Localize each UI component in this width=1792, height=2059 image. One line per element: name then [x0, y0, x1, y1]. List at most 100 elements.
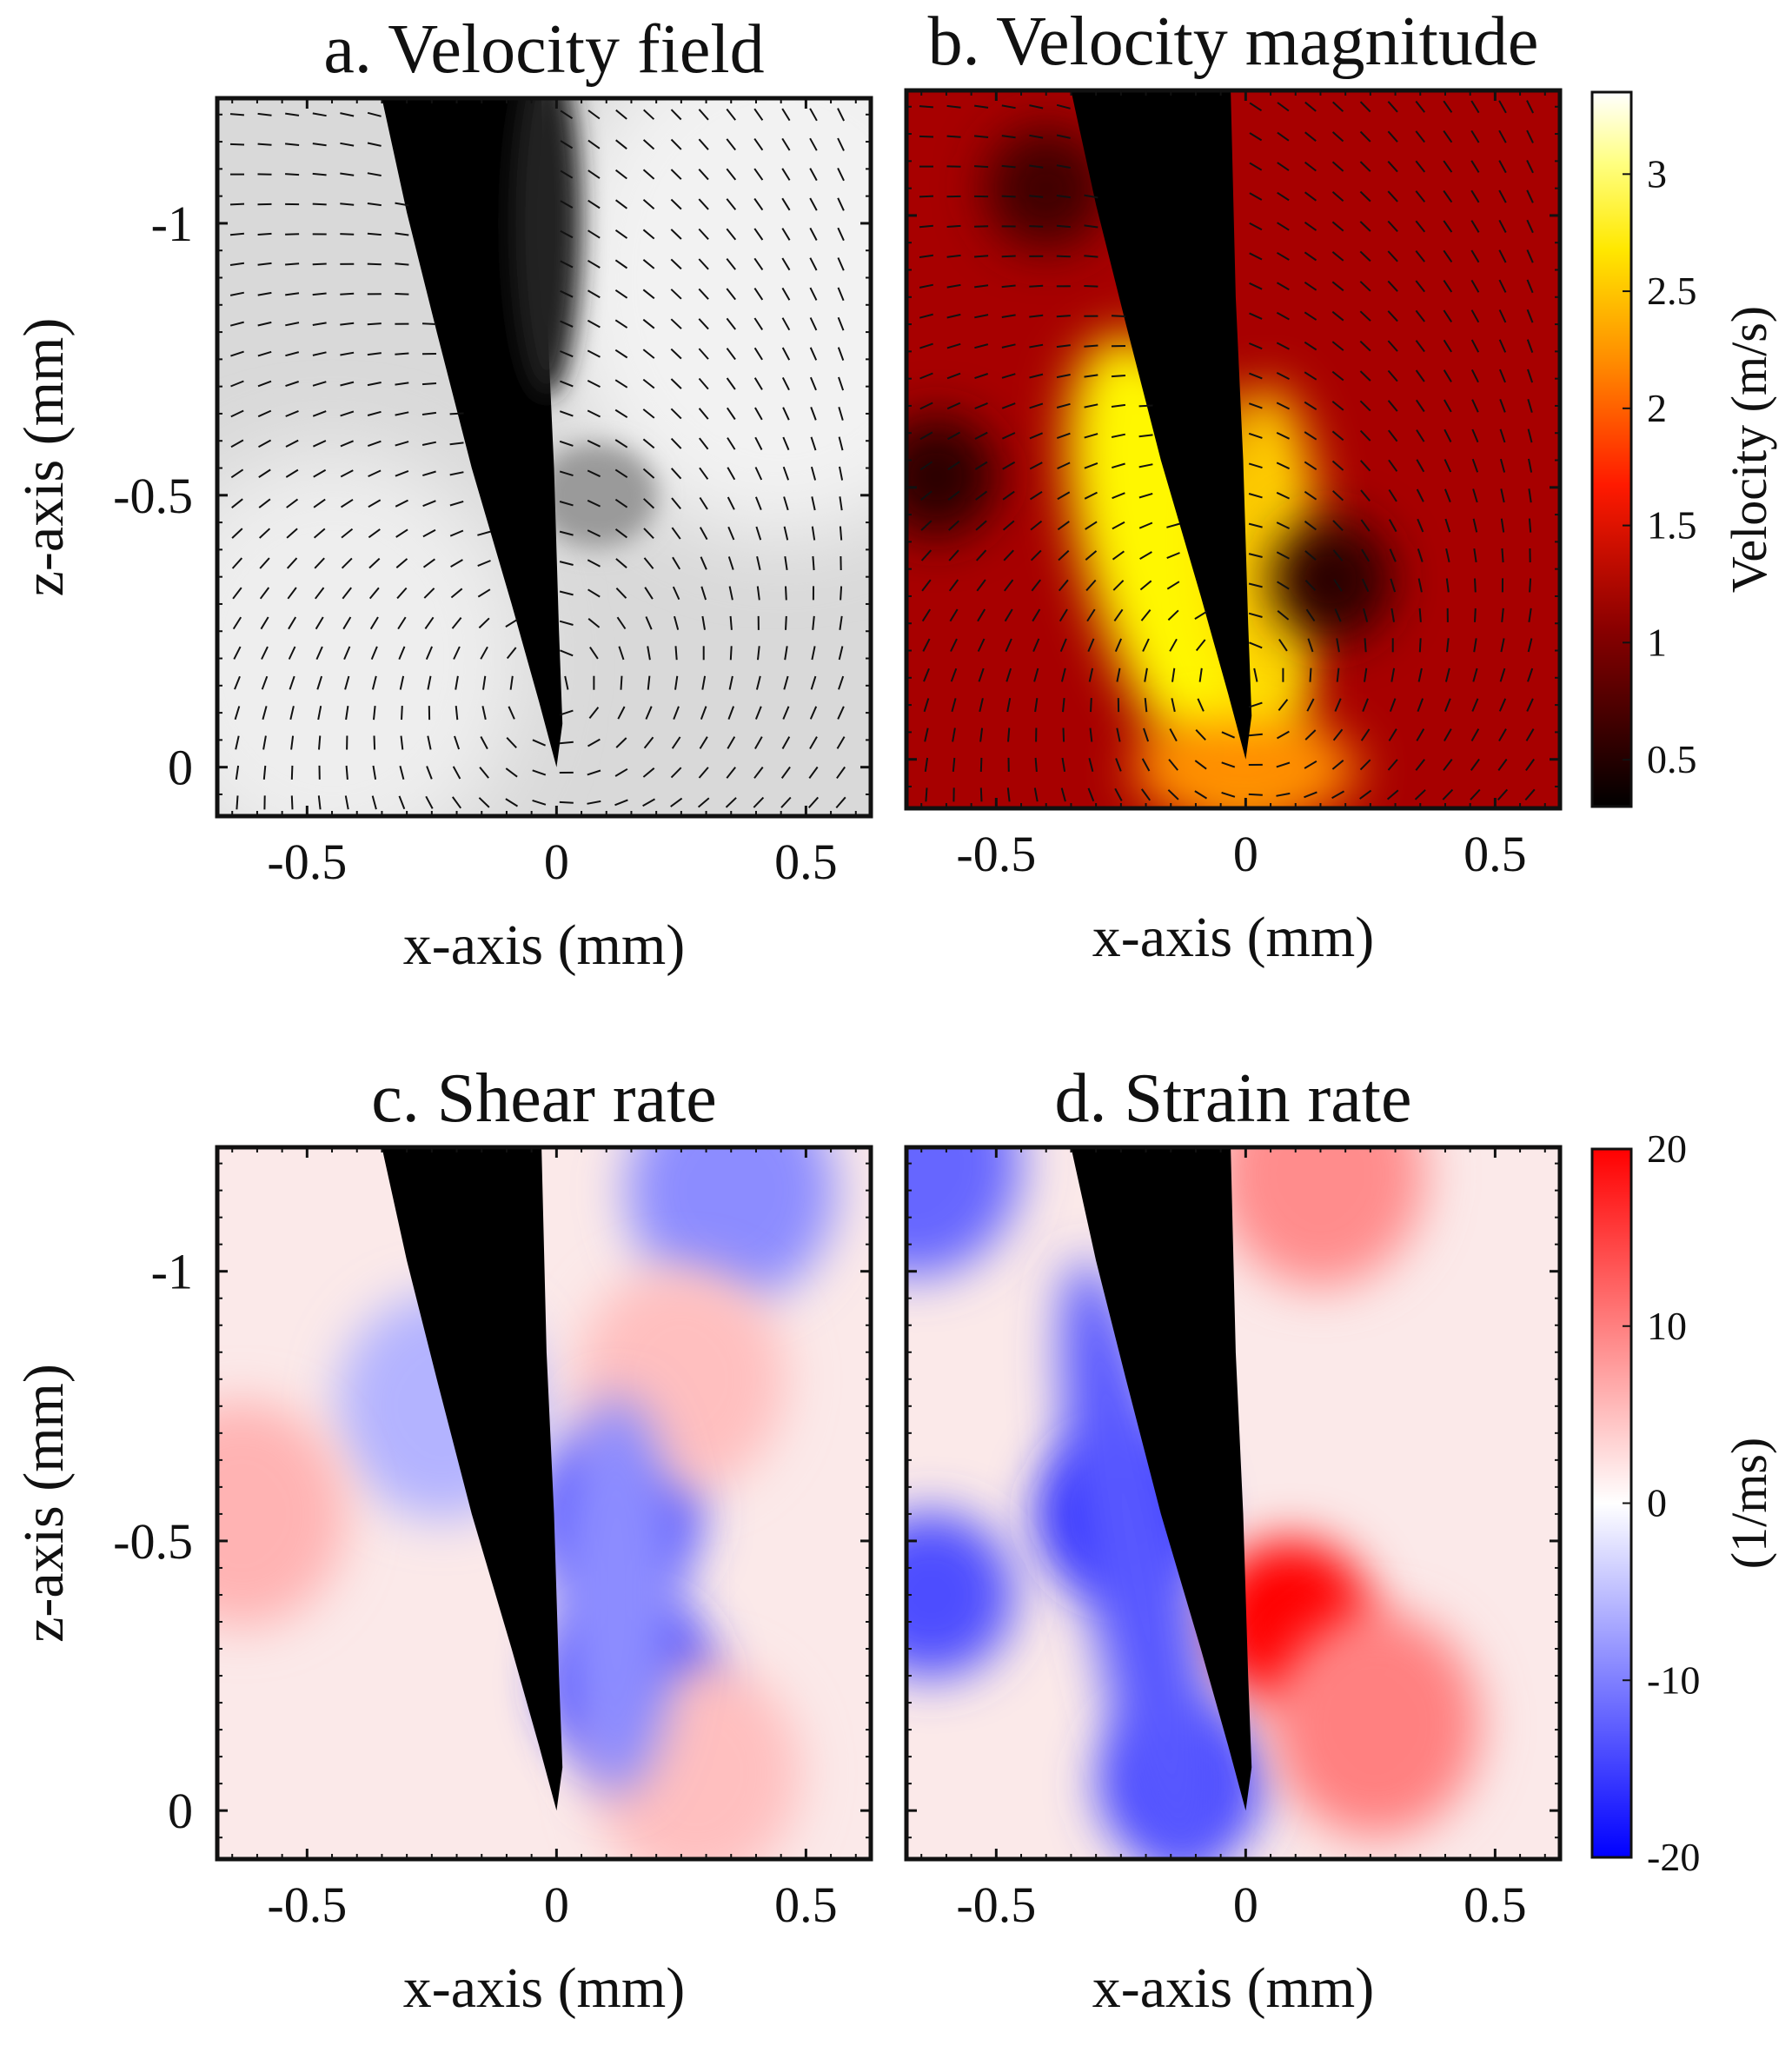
- velocity-vector: [1499, 399, 1506, 413]
- velocity-vector: [974, 431, 988, 440]
- velocity-vector: [1058, 549, 1070, 561]
- velocity-vector: [1277, 102, 1290, 112]
- velocity-vector: [1003, 549, 1014, 561]
- velocity-vector: [837, 287, 845, 302]
- velocity-vector: [395, 558, 408, 568]
- velocity-vector: [670, 348, 682, 360]
- velocity-vector: [1112, 492, 1125, 500]
- velocity-vector: [1140, 608, 1152, 621]
- velocity-vector: [923, 668, 930, 682]
- velocity-vector: [756, 586, 760, 601]
- velocity-vector: [700, 706, 707, 720]
- velocity-vector: [781, 137, 791, 151]
- velocity-vector: [285, 112, 300, 116]
- velocity-vector: [1056, 315, 1071, 318]
- velocity-vector: [1471, 698, 1479, 712]
- velocity-vector: [919, 224, 933, 229]
- velocity-vector: [560, 140, 574, 149]
- velocity-vector: [974, 373, 989, 380]
- velocity-vector: [368, 469, 382, 478]
- velocity-vector: [1387, 759, 1398, 771]
- velocity-vector: [1415, 249, 1425, 262]
- velocity-vector: [1249, 282, 1263, 290]
- velocity-vector: [728, 586, 733, 601]
- velocity-vector: [422, 500, 436, 508]
- velocity-vector: [1526, 100, 1534, 114]
- velocity-vector: [587, 618, 601, 628]
- chart-panel-d: -0.5 0 0.5 d. Strain rate x-axis (mm) -20 -10 0…: [904, 1060, 1777, 2020]
- velocity-vector: [975, 490, 988, 501]
- velocity-vector: [1470, 339, 1480, 353]
- velocity-vector: [951, 698, 957, 713]
- velocity-vector: [670, 378, 682, 389]
- velocity-vector: [285, 381, 300, 388]
- velocity-vector: [1304, 371, 1317, 381]
- velocity-vector: [1444, 728, 1452, 741]
- velocity-vector: [1415, 280, 1425, 293]
- velocity-vector: [312, 440, 327, 448]
- velocity-vector: [1277, 282, 1290, 291]
- velocity-vector: [1415, 190, 1426, 203]
- velocity-vector: [340, 172, 355, 176]
- velocity-vector: [289, 706, 295, 721]
- velocity-vector: [838, 646, 844, 661]
- velocity-vector: [1029, 104, 1044, 110]
- y-tick-label: -1: [151, 1244, 193, 1300]
- velocity-vector: [285, 233, 300, 236]
- velocity-vector: [1527, 369, 1534, 383]
- velocity-vector: [725, 797, 737, 808]
- velocity-vector: [1305, 608, 1316, 622]
- velocity-vector: [317, 795, 322, 810]
- field-feature: [906, 1147, 1021, 1277]
- velocity-vector: [1029, 314, 1044, 318]
- velocity-vector: [261, 675, 269, 690]
- velocity-vector: [312, 143, 327, 147]
- velocity-vector: [345, 765, 348, 780]
- velocity-vector: [290, 765, 294, 780]
- velocity-vector: [478, 617, 490, 629]
- velocity-vector: [340, 440, 354, 448]
- velocity-vector: [753, 228, 764, 241]
- velocity-vector: [1087, 638, 1095, 652]
- velocity-vector: [753, 766, 764, 779]
- velocity-vector: [1526, 130, 1534, 143]
- velocity-vector: [423, 588, 435, 599]
- velocity-vector: [753, 347, 763, 361]
- velocity-vector: [1056, 164, 1071, 169]
- velocity-vector: [920, 520, 933, 531]
- velocity-vector: [560, 200, 574, 209]
- velocity-vector: [1361, 548, 1371, 562]
- velocity-vector: [1138, 521, 1153, 529]
- velocity-vector: [340, 233, 355, 236]
- velocity-vector: [1029, 284, 1044, 288]
- velocity-vector: [258, 498, 271, 508]
- velocity-vector: [395, 382, 409, 386]
- velocity-vector: [620, 675, 623, 690]
- velocity-vector: [234, 706, 241, 721]
- velocity-vector: [1114, 638, 1123, 652]
- velocity-vector: [312, 112, 327, 117]
- velocity-vector: [1414, 789, 1426, 800]
- velocity-vector: [1336, 668, 1340, 682]
- velocity-vector: [952, 757, 956, 772]
- velocity-vector: [757, 646, 760, 661]
- velocity-vector: [1090, 698, 1092, 713]
- velocity-vector: [1498, 728, 1507, 741]
- velocity-vector: [559, 470, 574, 477]
- velocity-vector: [977, 638, 986, 652]
- velocity-vector: [340, 142, 355, 147]
- bubble-shadow: [535, 442, 658, 548]
- velocity-vector: [1138, 463, 1153, 468]
- velocity-vector: [673, 706, 680, 720]
- plot-frame: [215, 96, 873, 819]
- velocity-vector: [340, 410, 355, 417]
- velocity-vector: [670, 169, 682, 180]
- velocity-vector: [340, 322, 355, 326]
- velocity-vector: [698, 377, 709, 390]
- velocity-vector: [1167, 789, 1179, 800]
- velocity-vector: [919, 342, 933, 349]
- velocity-vector: [698, 169, 709, 181]
- velocity-vector: [1333, 579, 1343, 592]
- field-feature: [906, 1512, 1014, 1677]
